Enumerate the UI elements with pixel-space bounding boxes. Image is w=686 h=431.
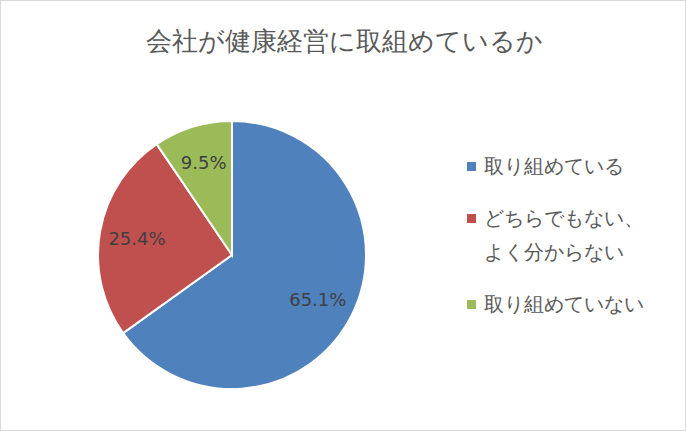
svg-text:65.1%: 65.1% xyxy=(289,289,346,310)
svg-text:9.5%: 9.5% xyxy=(181,152,227,173)
html-text:会社が健康経営に取組めているか: 会社が健康経営に取組めているか xyxy=(145,26,543,56)
svg-text:25.4%: 25.4% xyxy=(108,228,165,249)
html-text:取り組めている: 取り組めている xyxy=(484,154,624,178)
html-text:取り組めていない: 取り組めていない xyxy=(484,292,644,316)
html-text:どちらでもない、よく分からない: どちらでもない、よく分からない xyxy=(484,206,644,264)
